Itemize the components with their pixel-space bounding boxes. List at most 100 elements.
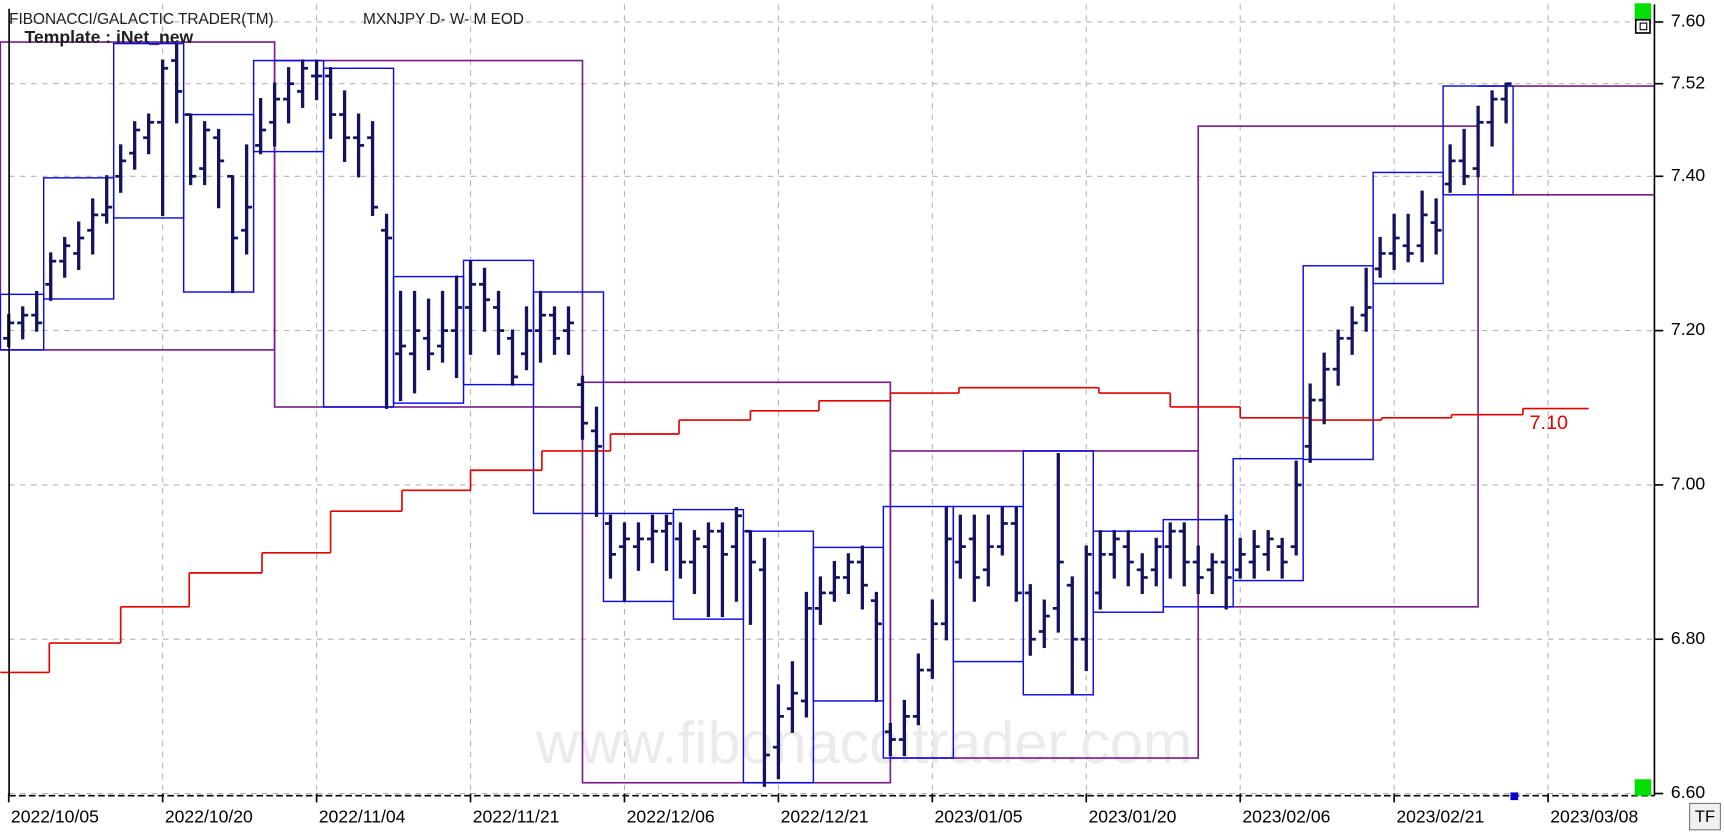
ohlc-bar [632,522,644,571]
corner-indicator[interactable] [1634,3,1652,20]
weekly-box [322,67,395,408]
x-tick-label: 2023/03/08 [1550,806,1638,826]
ohlc-bar [101,175,113,224]
ohlc-bar [73,221,85,270]
x-tick-label: 2022/10/20 [165,806,253,826]
ohlc-bar [828,560,840,602]
ohlc-bar [996,506,1008,556]
ohlc-bar [590,406,602,517]
monthly-box [273,59,584,408]
ohlc-bar [660,514,672,571]
ohlc-bar [1500,82,1512,124]
ohlc-bar [912,653,924,726]
ohlc-bar [423,298,435,371]
ohlc-bar [688,530,700,595]
weekly-box [1232,457,1304,582]
ohlc-bar [1346,306,1358,355]
ohlc-bar [227,174,239,294]
y-tick-label: 6.80 [1671,628,1705,648]
red-line-label: 7.10 [1529,412,1567,434]
ohlc-bar [353,113,365,178]
ohlc-bar [297,59,309,108]
weekly-box [1372,171,1444,285]
ohlc-bar [1262,530,1274,571]
axis-layer: 7.60 7.52 7.40 7.20 7.00 6.80 6.60 2022/10/05 20… [7,4,1705,826]
ohlc-bar [283,67,295,124]
week-layer [0,42,1514,784]
x-tick-label: 2023/01/20 [1088,806,1176,826]
weekly-box [182,113,255,293]
ohlc-bar [1066,576,1078,695]
ohlc-bar [1486,90,1498,147]
header-symbol: MXNJPY D- W- M EOD [363,11,524,28]
ohlc-bar [143,113,155,155]
ohlc-bar [479,267,491,332]
ohlc-bar [199,121,211,186]
ohlc-bar [1178,522,1190,587]
ohlc-bar [367,121,379,216]
ohlc-bar [213,128,225,209]
ohlc-bar [1206,553,1218,595]
ohlc-bar [493,290,505,355]
ohlc-bar [535,290,546,363]
ohlc-bar [1220,514,1232,610]
window-button[interactable] [1634,18,1651,34]
y-tick-label: 7.40 [1671,165,1705,185]
ohlc-bar [1472,105,1484,178]
header-title: FIBONACCI/GALACTIC TRADER(TM) [9,11,274,28]
ohlc-bar [1248,530,1260,579]
ohlc-bar [381,213,393,409]
ohlc-bar [241,144,253,255]
ohlc-bar [1430,198,1442,255]
ohlc-bar [674,522,686,579]
x-tick-label: 2022/12/21 [781,806,869,826]
month-layer [0,41,1655,784]
y-tick-label: 7.00 [1671,474,1705,494]
corner-indicator[interactable] [1634,779,1652,796]
weekly-box [1442,85,1514,196]
x-tick-label: 2022/12/06 [627,806,715,826]
ohlc-bar [1402,213,1414,263]
x-tick-label: 2023/01/05 [935,806,1023,826]
ohlc-bar [1038,599,1050,649]
ohlc-bar [129,121,141,170]
window-button-icon [1639,22,1648,31]
ohlc-bar [940,506,952,641]
weekly-box [532,291,605,515]
ohlc-bar [437,290,449,363]
ohlc-bar [576,375,588,440]
ohlc-bar [1010,506,1022,602]
ohlc-bar [982,514,994,587]
ohlc-bar [800,591,812,718]
weekly-box [42,177,115,300]
ohlc-bar [1094,530,1106,610]
x-tick-label: 2023/02/21 [1396,806,1484,826]
ohlc-bar [968,514,980,602]
ohlc-bar [269,82,281,147]
ohlc-bar [1388,213,1400,270]
ohlc-bar [507,329,519,386]
y-tick-label: 7.60 [1671,11,1705,31]
ohlc-bar [856,545,868,610]
weekly-box [0,293,45,351]
ohlc-bar [604,514,616,579]
ohlc-bar [521,306,533,371]
ohlc-bar [702,522,714,618]
ohlc-bar [1458,128,1470,186]
ohlc-bar [395,290,407,402]
ohlc-bar [1374,236,1386,278]
y-tick-label: 6.60 [1671,782,1705,802]
ohlc-bar [311,59,323,101]
watermark: www.fibonaccitrader.com [535,709,1192,776]
ohlc-bar [814,576,826,625]
tf-button-label[interactable]: TF [1695,808,1715,826]
ohlc-bar [1122,530,1134,587]
tf-button[interactable] [1689,802,1721,831]
ohlc-bar [870,591,882,703]
y-tick-label: 7.20 [1671,319,1705,339]
template-label: Template : iNet_new [25,27,194,47]
ohlc-bar [548,306,560,355]
ohlc-bar [451,275,463,378]
ohlc-bar [1318,352,1330,425]
